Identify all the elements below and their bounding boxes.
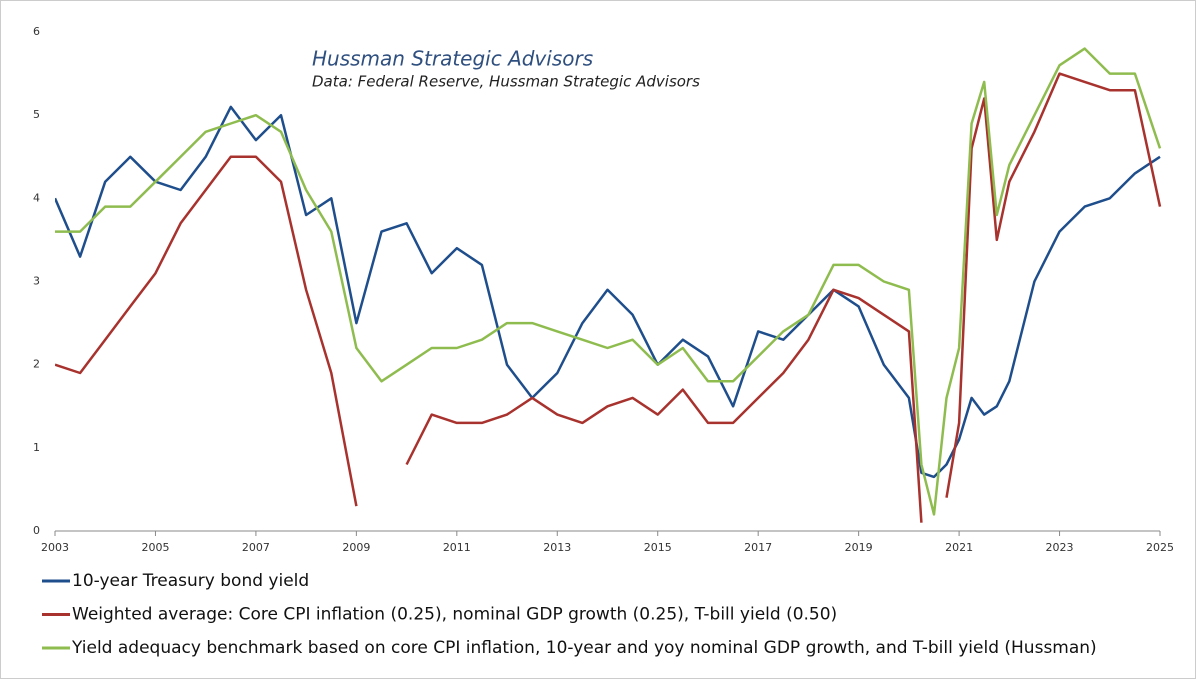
chart-subtitle: Data: Federal Reserve, Hussman Strategic… bbox=[312, 73, 700, 91]
x-tick-label: 2009 bbox=[342, 541, 370, 554]
y-tick-label: 0 bbox=[33, 524, 40, 537]
y-tick-label: 2 bbox=[33, 358, 40, 371]
x-tick-label: 2023 bbox=[1046, 541, 1074, 554]
legend-label: Yield adequacy benchmark based on core C… bbox=[71, 638, 1097, 658]
chart-title: Hussman Strategic Advisors bbox=[312, 47, 593, 71]
y-tick-label: 3 bbox=[33, 275, 40, 288]
series-line bbox=[55, 47, 1162, 516]
x-tick-label: 2003 bbox=[41, 541, 69, 554]
x-tick-label: 2019 bbox=[845, 541, 873, 554]
legend-label: 10-year Treasury bond yield bbox=[72, 571, 309, 591]
y-tick-label: 6 bbox=[33, 25, 40, 38]
x-tick-label: 2015 bbox=[644, 541, 672, 554]
x-tick-label: 2021 bbox=[945, 541, 973, 554]
x-tick-label: 2025 bbox=[1146, 541, 1174, 554]
series-line bbox=[55, 72, 1162, 523]
x-tick-label: 2017 bbox=[744, 541, 772, 554]
y-tick-label: 5 bbox=[33, 108, 40, 121]
x-tick-label: 2007 bbox=[242, 541, 270, 554]
x-tick-label: 2005 bbox=[141, 541, 169, 554]
x-tick-label: 2013 bbox=[543, 541, 571, 554]
y-tick-label: 1 bbox=[33, 441, 40, 454]
x-tick-label: 2011 bbox=[443, 541, 471, 554]
legend-label: Weighted average: Core CPI inflation (0.… bbox=[72, 605, 837, 625]
plot-area bbox=[55, 47, 1162, 523]
y-tick-label: 4 bbox=[33, 191, 40, 204]
